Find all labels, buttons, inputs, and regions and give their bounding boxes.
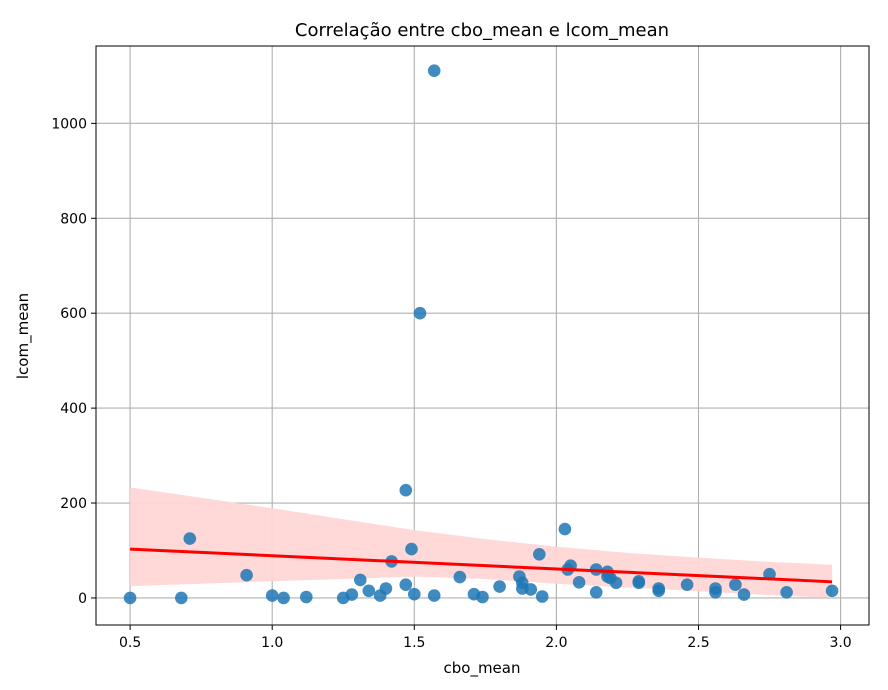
data-point	[589, 586, 603, 599]
data-point	[427, 64, 441, 77]
data-point	[493, 580, 506, 593]
y-tick-label: 600	[60, 306, 87, 322]
x-axis-ticks: 0.5 1.0 1.5 2.0 2.5 3.0	[119, 625, 852, 651]
data-point	[709, 586, 722, 599]
data-point	[175, 591, 188, 605]
data-point	[123, 591, 137, 605]
data-point	[558, 522, 572, 536]
data-point	[825, 584, 839, 598]
regression-line-layer	[130, 547, 833, 584]
data-point	[453, 570, 467, 584]
regression-line	[130, 547, 833, 584]
data-point	[354, 573, 367, 587]
data-point	[265, 589, 279, 602]
confidence-band	[130, 487, 833, 598]
data-point	[652, 584, 665, 598]
x-tick-label: 1.5	[403, 635, 425, 651]
data-point	[362, 584, 376, 598]
data-point	[476, 590, 489, 604]
chart-title: Correlação entre cbo_mean e lcom_mean	[295, 20, 669, 41]
x-tick-label: 1.0	[261, 635, 283, 651]
y-tick-label: 200	[60, 496, 87, 512]
data-point	[427, 589, 441, 602]
y-tick-label: 800	[60, 211, 87, 227]
data-point	[572, 576, 586, 589]
x-tick-label: 3.0	[829, 635, 851, 651]
x-tick-label: 0.5	[119, 635, 141, 651]
data-point	[408, 587, 421, 601]
plot-frame	[95, 45, 870, 626]
data-point	[399, 578, 413, 591]
data-point	[632, 575, 646, 588]
data-point	[413, 306, 427, 320]
data-point	[535, 590, 549, 603]
y-tick-label: 0	[78, 591, 87, 607]
data-point	[780, 586, 793, 599]
data-point	[533, 548, 546, 561]
data-point	[345, 588, 359, 601]
data-point	[399, 483, 413, 497]
data-point	[300, 590, 313, 604]
data-point	[379, 582, 393, 595]
y-tick-label: 1000	[51, 116, 87, 132]
data-point	[680, 578, 694, 591]
data-point	[737, 588, 751, 601]
y-axis-ticks: 0 200 400 600 800 1000	[51, 116, 96, 607]
y-axis-label: lcom_mean	[14, 293, 33, 379]
data-points	[123, 64, 839, 605]
x-axis-label: cbo_mean	[444, 659, 521, 678]
data-point	[277, 591, 290, 605]
x-tick-label: 2.5	[687, 635, 709, 651]
data-point	[609, 576, 623, 590]
data-point	[405, 542, 418, 556]
confidence-band-layer	[130, 487, 833, 598]
data-point	[729, 578, 742, 591]
data-point	[240, 568, 253, 582]
data-point	[183, 532, 197, 545]
y-tick-label: 400	[60, 401, 87, 417]
data-point	[524, 583, 538, 596]
x-tick-label: 2.0	[545, 635, 567, 651]
